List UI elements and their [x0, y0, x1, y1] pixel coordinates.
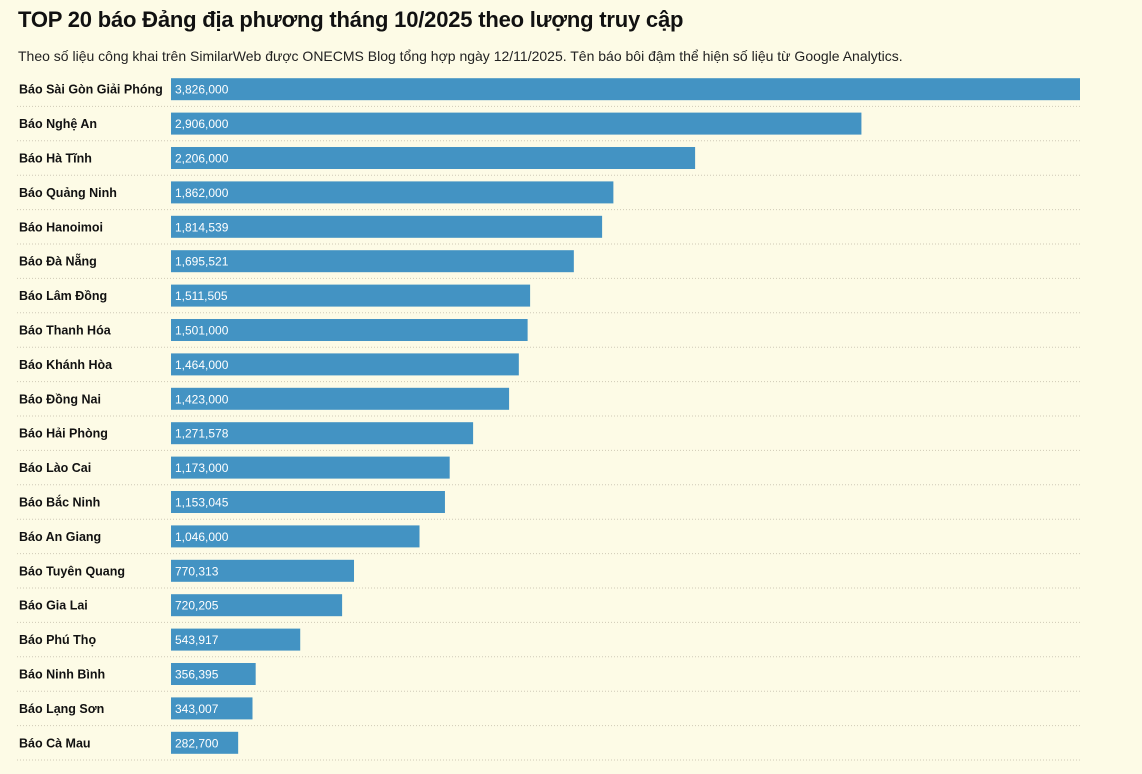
bar-value-label: 356,395 [175, 668, 219, 682]
bar [171, 353, 519, 376]
bar-value-label: 1,153,045 [175, 496, 229, 510]
category-label: Báo Quảng Ninh [19, 186, 117, 200]
bar [171, 594, 343, 617]
bar-value-label: 1,464,000 [175, 358, 229, 372]
bar [171, 456, 450, 479]
category-label: Báo Tuyên Quang [19, 564, 125, 578]
chart-title: TOP 20 báo Đảng địa phương tháng 10/2025… [18, 7, 684, 32]
bar-value-label: 720,205 [175, 599, 219, 613]
category-label: Báo Nghệ An [19, 117, 97, 131]
category-label: Báo Khánh Hòa [19, 358, 113, 372]
category-label: Báo Lào Cai [19, 461, 91, 475]
category-label: Báo Phú Thọ [19, 633, 96, 647]
category-label: Báo Thanh Hóa [19, 324, 112, 338]
category-label: Báo Lạng Sơn [19, 702, 104, 716]
bar [171, 491, 445, 513]
category-label: Báo Gia Lai [19, 599, 88, 613]
category-label: Báo Lâm Đồng [19, 289, 107, 303]
bar-value-label: 343,007 [175, 702, 219, 716]
bar-value-label: 770,313 [175, 564, 219, 578]
category-label: Báo Hải Phòng [19, 427, 108, 441]
bar [171, 181, 614, 204]
bar [171, 628, 301, 651]
bar-value-label: 1,695,521 [175, 255, 229, 269]
category-label: Báo Bắc Ninh [19, 495, 100, 510]
bar [171, 147, 696, 169]
bar [171, 422, 474, 445]
bar-value-label: 1,423,000 [175, 392, 229, 406]
bar [171, 250, 574, 273]
bar [171, 663, 256, 685]
bar [171, 559, 355, 582]
bar-value-label: 1,511,505 [175, 289, 228, 303]
bar [171, 387, 510, 410]
bar-value-label: 1,814,539 [175, 220, 229, 234]
bar [171, 284, 531, 307]
bar-value-label: 1,501,000 [175, 324, 229, 338]
category-label: Báo Hanoimoi [19, 220, 103, 234]
bar [171, 112, 862, 135]
bar [171, 731, 239, 754]
category-label: Báo Cà Mau [19, 736, 91, 750]
category-label: Báo Ninh Bình [19, 668, 105, 682]
category-label: Báo Đồng Nai [19, 392, 101, 406]
category-label: Báo Hà Tĩnh [19, 152, 92, 166]
bar [171, 525, 420, 548]
bar-value-label: 2,906,000 [175, 117, 229, 131]
chart-subtitle: Theo số liệu công khai trên SimilarWeb đ… [18, 48, 903, 64]
category-label: Báo An Giang [19, 530, 101, 544]
bar-value-label: 2,206,000 [175, 152, 229, 166]
bar-value-label: 282,700 [175, 736, 219, 750]
bar-value-label: 543,917 [175, 633, 219, 647]
bar-value-label: 1,862,000 [175, 186, 229, 200]
bar [171, 697, 253, 720]
category-label: Báo Đà Nẵng [19, 254, 97, 269]
category-label: Báo Sài Gòn Giải Phóng [19, 83, 163, 97]
bar [171, 78, 1080, 101]
bar-value-label: 1,271,578 [175, 427, 229, 441]
bar-value-label: 1,046,000 [175, 530, 229, 544]
bar-value-label: 3,826,000 [175, 83, 229, 97]
bar [171, 319, 528, 341]
bar [171, 215, 603, 238]
bar-value-label: 1,173,000 [175, 461, 229, 475]
